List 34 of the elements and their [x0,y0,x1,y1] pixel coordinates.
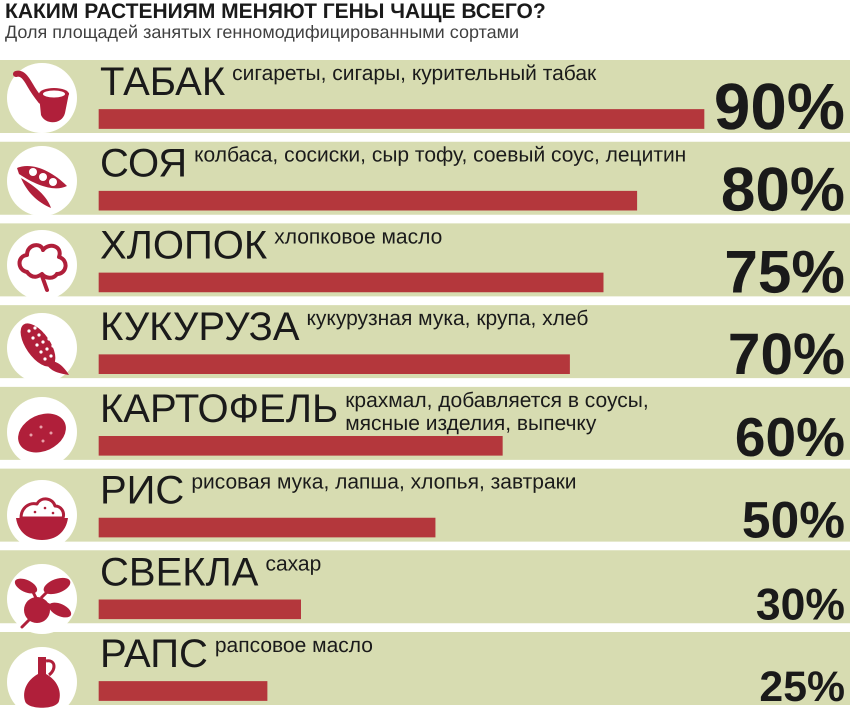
bar [98,272,604,292]
bar [98,681,268,701]
data-label: 90% [714,70,845,143]
chart-subtitle: Доля площадей занятых генномодифицированными сортами [5,22,520,42]
y-tick-label: ХЛОПОК [100,223,268,268]
data-label: 60% [734,406,845,468]
data-label: 80% [720,156,845,225]
y-tick-label: РАПС [100,632,208,676]
y-tick-label: ТАБАК [100,60,226,104]
bar [98,109,704,129]
y-tick-label: СОЯ [100,142,188,186]
y-tick-label: СВЕКЛА [100,550,259,594]
annotation: хлопковое масло [274,225,442,248]
data-label: 30% [756,580,845,630]
y-tick-label: КАРТОФЕЛЬ [100,386,338,431]
bar [98,190,638,211]
data-label: 70% [728,322,845,388]
y-tick-label: КУКУРУЗА [100,305,300,350]
annotation: колбаса, сосиски, сыр тофу, соевый соус, лецитин [194,144,686,167]
annotation: рисовая мука, лапша, хлопья, завтраки [191,470,577,494]
bar [98,599,301,620]
annotation: кукурузная мука, крупа, хлеб [306,307,588,330]
annotation: сахар [265,552,322,576]
bar [98,518,436,538]
data-label: 25% [759,663,845,711]
data-label: 50% [742,490,845,549]
annotation: рапсовое масло [214,634,373,657]
y-tick-label: РИС [100,468,184,513]
bar [98,436,503,456]
data-label: 75% [724,237,845,306]
chart-title: КАКИМ РАСТЕНИЯМ МЕНЯЮТ ГЕНЫ ЧАЩЕ ВСЕГО? [5,0,546,23]
annotation: крахмал, добавляется в соусы, мясные изделия, выпечку [345,388,649,435]
annotation: сигареты, сигары, курительный табак [232,62,598,85]
bar [98,354,570,374]
